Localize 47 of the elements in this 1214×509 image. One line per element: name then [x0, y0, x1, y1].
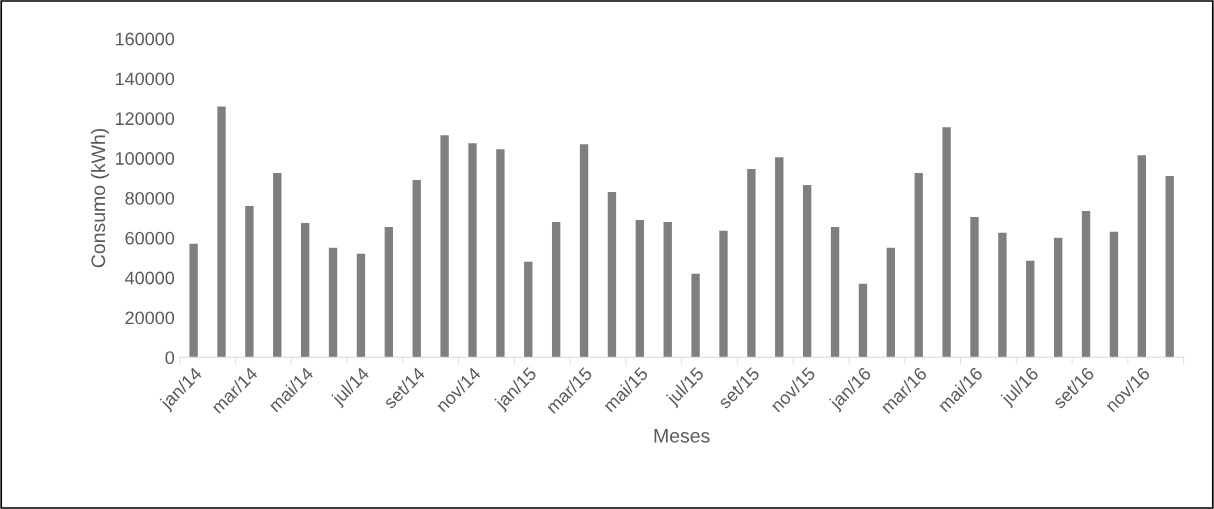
y-tick-label: 20000: [125, 311, 175, 325]
bar: [273, 173, 282, 358]
bar: [579, 144, 589, 358]
y-axis-title: Consumo (kWh): [90, 128, 109, 268]
bar: [663, 221, 672, 358]
bar: [1137, 155, 1146, 358]
bar: [998, 232, 1007, 358]
y-tick-label: 160000: [115, 32, 175, 46]
y-tick-label: 140000: [115, 72, 175, 86]
bar: [468, 143, 477, 358]
y-tick-label: 100000: [115, 152, 175, 165]
x-axis-title: Meses: [654, 429, 710, 443]
y-tick-label: 120000: [115, 112, 175, 126]
bar: [719, 230, 728, 358]
bar: [1081, 210, 1091, 358]
y-tick-label: 40000: [125, 271, 175, 285]
bar: [300, 222, 310, 358]
bar: [524, 261, 533, 358]
bar: [551, 221, 561, 358]
bar: [496, 149, 505, 358]
bar: [440, 135, 449, 358]
bar: [635, 219, 645, 358]
bar: [802, 185, 812, 358]
bar: [858, 283, 868, 358]
bar: [328, 247, 338, 358]
bar: [189, 243, 198, 358]
bar: [1053, 237, 1063, 358]
bar: [775, 157, 784, 358]
bar: [1165, 176, 1174, 358]
bar: [607, 192, 617, 358]
bar: [970, 216, 979, 358]
bar: [1109, 231, 1119, 358]
bar: [245, 205, 254, 358]
bar: [1026, 260, 1035, 358]
y-tick-label: 80000: [125, 191, 175, 205]
bar: [217, 106, 226, 358]
y-tick-label: 60000: [125, 231, 175, 245]
bar: [830, 226, 840, 358]
bar: [886, 247, 896, 358]
bar: [356, 253, 366, 358]
bar: [914, 173, 923, 358]
bar: [384, 226, 394, 358]
bar: [942, 127, 951, 358]
y-tick-label: 0: [165, 351, 175, 365]
bar: [412, 180, 421, 358]
bar: [691, 273, 700, 358]
bar: [747, 169, 756, 358]
